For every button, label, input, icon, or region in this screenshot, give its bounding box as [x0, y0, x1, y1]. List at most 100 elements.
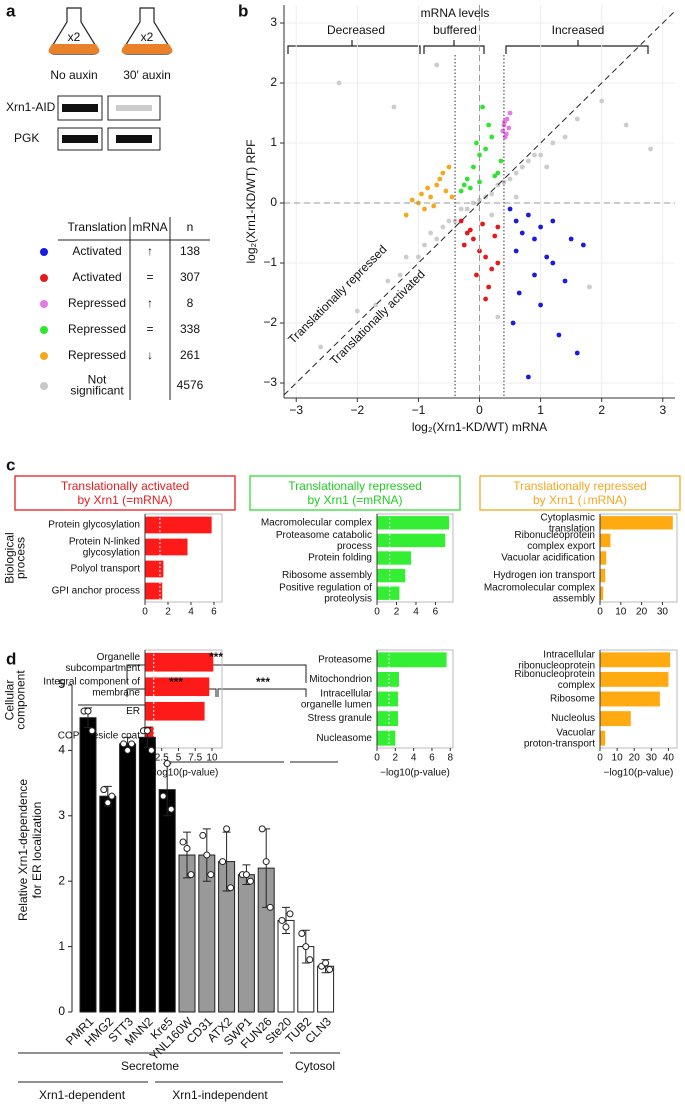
- category-label: Integral component of membrane: [43, 676, 140, 698]
- table-cell: Repressed: [68, 348, 126, 362]
- replicate-point: [120, 740, 128, 748]
- table-cell: Activated: [72, 244, 121, 258]
- x-tick-label: 2: [393, 753, 399, 764]
- legend-dot: [40, 248, 48, 256]
- point: [532, 272, 537, 278]
- point: [562, 278, 568, 284]
- point: [648, 146, 653, 152]
- point: [434, 236, 440, 242]
- point: [458, 206, 464, 212]
- point: [568, 236, 574, 242]
- bar: [377, 586, 400, 600]
- replicate-point: [326, 965, 334, 973]
- y-tick-label: 2: [58, 873, 65, 887]
- point: [489, 191, 495, 197]
- x-tick-label: 6: [429, 753, 435, 764]
- x-tick-label: 0: [476, 403, 483, 417]
- point: [434, 62, 440, 68]
- category-label: Vacuolar acidification: [501, 553, 595, 564]
- replicate-point: [108, 792, 116, 800]
- bar: [600, 586, 604, 600]
- category-label: Organelle subcompartment: [66, 651, 141, 673]
- replicate-point: [298, 930, 306, 938]
- bar: [377, 671, 399, 687]
- point: [503, 131, 509, 137]
- x-tick-label: 4: [188, 607, 194, 618]
- point: [486, 122, 492, 128]
- table-cell: Not significant: [70, 373, 124, 398]
- replicate-point: [266, 903, 274, 911]
- point: [391, 104, 397, 110]
- bar: [145, 538, 188, 556]
- panel-label: d: [6, 649, 16, 668]
- point: [397, 272, 403, 278]
- x-axis-label: −log10(p-value): [380, 768, 450, 779]
- point: [470, 200, 476, 206]
- bar: [377, 568, 406, 583]
- x-tick-label: 0: [374, 753, 380, 764]
- x-tick-label: 10: [615, 607, 627, 618]
- category-label: Intracellular organelle lumen: [301, 688, 373, 710]
- significance: ***: [209, 650, 223, 664]
- x-tick-label: 2: [165, 607, 171, 618]
- replicate-point: [278, 916, 286, 924]
- replicate-point: [179, 838, 187, 846]
- point: [587, 284, 592, 290]
- point: [477, 179, 482, 185]
- x-tick-label: 10: [206, 753, 218, 764]
- bar: [377, 516, 450, 530]
- point: [422, 242, 427, 248]
- bar: [600, 711, 631, 727]
- replicate-point: [104, 799, 112, 807]
- replicate-point: [100, 786, 108, 794]
- point: [464, 230, 470, 236]
- point: [483, 254, 489, 260]
- point: [461, 182, 467, 188]
- flask-label: x2: [141, 30, 154, 44]
- x-tick-label: 5: [176, 753, 182, 764]
- point: [489, 266, 495, 272]
- row-label: Cellularcomponent: [3, 670, 28, 730]
- bar: [99, 795, 117, 1013]
- x-axis-label: −log10(p-value): [604, 768, 674, 779]
- bar: [377, 730, 396, 746]
- group-label: Xrn1-independent: [172, 1088, 268, 1102]
- y-tick-label: −1: [263, 255, 277, 269]
- category-label: Proteasome: [318, 654, 372, 665]
- table-header: n: [187, 220, 194, 234]
- replicate-point: [223, 825, 231, 833]
- bar: [377, 533, 446, 548]
- point: [556, 332, 562, 338]
- point: [434, 182, 440, 188]
- replicate-point: [143, 727, 151, 735]
- point: [446, 164, 452, 170]
- bar: [377, 551, 412, 565]
- x-tick-label: −3: [289, 403, 303, 417]
- point: [354, 308, 360, 314]
- point: [458, 188, 464, 194]
- point: [495, 260, 501, 266]
- point: [623, 122, 629, 128]
- table-header: Translation: [68, 220, 127, 234]
- x-tick-label: 20: [636, 607, 648, 618]
- row-label: Biologicalprocess: [3, 532, 28, 583]
- point: [464, 206, 470, 212]
- point: [495, 170, 501, 176]
- category-label: Ribosome assembly: [282, 570, 372, 581]
- replicate-point: [306, 956, 314, 964]
- panel-label: b: [238, 1, 248, 20]
- replicate-point: [159, 792, 167, 800]
- point: [599, 98, 605, 104]
- x-tick-label: 30: [646, 753, 658, 764]
- point: [440, 224, 446, 230]
- chart-title: by Xrn1 (↓mRNA): [533, 493, 627, 507]
- table-cell: =: [146, 322, 153, 336]
- point: [440, 170, 446, 176]
- point: [489, 212, 495, 218]
- annotation: mRNA levels: [421, 6, 490, 20]
- x-tick-label: −2: [350, 403, 364, 417]
- table-header: mRNA: [132, 220, 167, 234]
- x-tick-label: 3: [659, 403, 666, 417]
- point: [580, 242, 586, 248]
